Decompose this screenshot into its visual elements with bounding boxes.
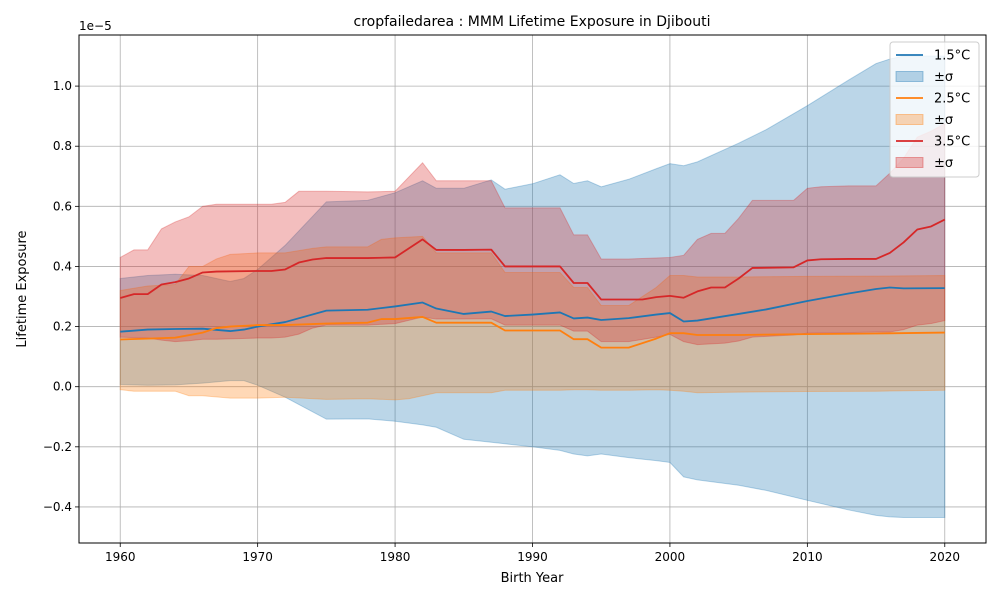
- y-tick-label: −0.2: [43, 440, 72, 454]
- x-tick-label: 2000: [655, 550, 686, 564]
- y-tick-label: 0.8: [53, 139, 72, 153]
- y-tick-label: 0.0: [53, 380, 72, 394]
- x-tick-label: 2020: [929, 550, 960, 564]
- y-tick-label: 0.2: [53, 320, 72, 334]
- x-tick-label: 1980: [380, 550, 411, 564]
- line-3-5c: [119, 218, 946, 301]
- band-2-5c: [119, 235, 946, 401]
- x-axis-ticks: 1960 1970 1980 1990 2000 2010 2020: [105, 543, 960, 564]
- legend-band-swatch: [895, 114, 924, 125]
- line-2-5c: [120, 316, 945, 349]
- legend-label: 1.5°C: [934, 49, 970, 64]
- y-tick-label: 1.0: [53, 79, 72, 93]
- legend-label: 2.5°C: [934, 92, 970, 107]
- x-tick-label: 1970: [242, 550, 273, 564]
- legend-label: ±σ: [934, 70, 953, 85]
- legend-band-swatch: [895, 71, 924, 82]
- legend-label: ±σ: [934, 156, 953, 171]
- y-axis-ticks: −0.4 −0.2 0.0 0.2 0.4 0.6 0.8 1.0: [43, 79, 79, 514]
- y-tick-label: −0.4: [43, 500, 72, 514]
- legend-band-swatch: [895, 157, 924, 168]
- y-offset-label: 1e−5: [79, 19, 112, 33]
- sigma-bands: [119, 55, 946, 518]
- x-tick-label: 2010: [792, 550, 823, 564]
- x-tick-label: 1960: [105, 550, 136, 564]
- legend-label: 3.5°C: [934, 135, 970, 150]
- x-axis-label: Birth Year: [501, 571, 565, 586]
- band-1-5c: [119, 55, 946, 518]
- grid: [79, 35, 986, 543]
- chart-title: cropfailedarea : MMM Lifetime Exposure i…: [354, 14, 711, 30]
- y-axis-label: Lifetime Exposure: [15, 230, 30, 347]
- series-lines: [119, 218, 946, 349]
- y-tick-label: 0.6: [53, 199, 72, 213]
- x-tick-label: 1990: [517, 550, 548, 564]
- y-tick-label: 0.4: [53, 259, 72, 273]
- legend: 1.5°C ±σ 2.5°C ±σ 3.5°C ±σ: [889, 41, 980, 178]
- legend-label: ±σ: [934, 113, 953, 128]
- line-1-5c: [120, 286, 945, 333]
- legend-box: [889, 41, 980, 178]
